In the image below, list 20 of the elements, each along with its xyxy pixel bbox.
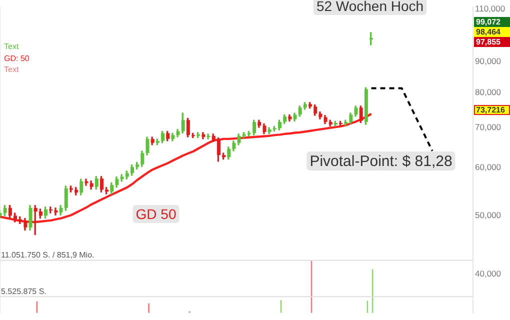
text: Text xyxy=(4,64,20,76)
y-tick-label: 60,000 xyxy=(475,162,502,172)
y-tick-label: 70,000 xyxy=(475,122,502,132)
text: 99,072 xyxy=(476,18,502,27)
text: GD: 50 xyxy=(4,52,30,64)
text: Text xyxy=(4,41,20,52)
y-tick-label: 80,000 xyxy=(475,86,502,97)
y-tick-label: 40,000 xyxy=(475,268,502,278)
y-tick-label: 90,000 xyxy=(475,56,502,66)
annotation: 52 Wochen Hoch xyxy=(316,0,424,14)
annotation: GD 50 xyxy=(136,206,176,222)
y-tick-label: 50,000 xyxy=(475,210,502,220)
text: 98,464 xyxy=(476,28,502,37)
ref-line-label: 5.525.875 S. xyxy=(1,286,46,296)
ref-line-label: 11.051.750 S. / 851,9 Mio. xyxy=(1,250,94,260)
text: 73,7216 xyxy=(476,106,506,115)
y-tick-label: 110,000 xyxy=(475,3,506,14)
text: 97,855 xyxy=(476,38,502,47)
annotation: Pivotal-Point: $ 81,28 xyxy=(310,153,452,170)
candlestick xyxy=(54,208,58,216)
